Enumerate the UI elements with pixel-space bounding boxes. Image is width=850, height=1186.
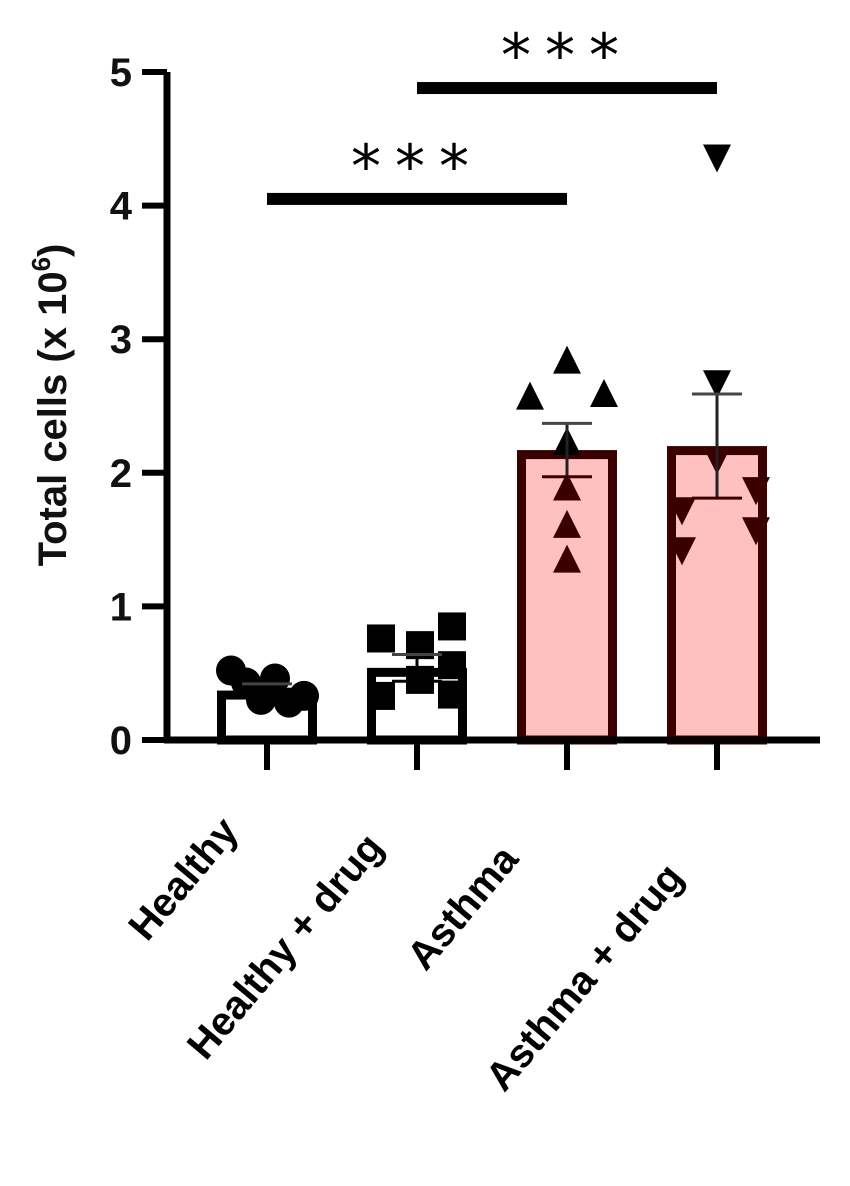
point-triangle-down: [742, 477, 770, 506]
y-tick-label: 4: [110, 185, 133, 229]
point-triangle-up: [553, 544, 581, 573]
error-bars: [242, 392, 742, 699]
significance-label: ***: [351, 132, 483, 202]
point-triangle-down: [668, 497, 696, 526]
point-triangle-down: [703, 370, 731, 399]
point-circle: [289, 680, 319, 711]
y-tick-label: 0: [110, 719, 132, 763]
y-axis-ticks: 0 1 2 3 4 5: [110, 51, 167, 763]
significance-bar: [267, 192, 567, 205]
significance-annotations: *** ***: [267, 21, 717, 205]
x-label-asthma-drug: Asthma + drug: [477, 856, 691, 1100]
data-points: [216, 144, 770, 718]
point-square: [367, 681, 395, 710]
x-label-asthma: Asthma: [399, 837, 527, 978]
axes: [163, 72, 820, 770]
point-triangle-up: [553, 345, 581, 374]
point-triangle-down: [703, 144, 731, 173]
y-tick-label: 5: [110, 51, 132, 95]
point-square: [438, 680, 466, 709]
y-tick-label: 2: [110, 452, 132, 496]
point-triangle-down: [742, 517, 770, 546]
point-triangle-up: [553, 509, 581, 538]
point-square: [367, 624, 395, 653]
point-square: [438, 651, 466, 680]
y-tick-label: 3: [110, 318, 132, 362]
y-tick-label: 1: [110, 585, 132, 629]
significance-label: ***: [501, 21, 633, 91]
point-square: [438, 612, 466, 641]
point-triangle-down: [668, 537, 696, 566]
significance-bar: [417, 82, 717, 95]
y-axis-title: Total cells (x 106): [26, 244, 75, 567]
point-triangle-up: [516, 381, 544, 410]
x-label-healthy: Healthy: [120, 809, 247, 949]
point-triangle-up: [590, 378, 618, 407]
point-triangle-up: [553, 472, 581, 501]
